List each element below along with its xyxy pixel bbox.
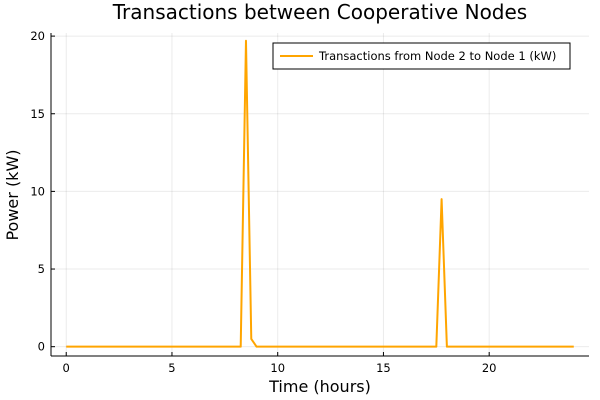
x-tick-label: 5 [168, 361, 175, 375]
series-line-0 [66, 39, 574, 348]
chart-title: Transactions between Cooperative Nodes [112, 0, 527, 24]
y-tick-label: 15 [30, 107, 45, 121]
x-tick-label: 10 [270, 361, 285, 375]
grid [51, 33, 589, 356]
y-tick-label: 0 [38, 340, 45, 354]
y-tick-label: 5 [38, 262, 45, 276]
y-axis-label: Power (kW) [3, 149, 22, 240]
y-tick-label: 10 [30, 184, 45, 198]
legend-box [272, 42, 571, 70]
x-tick-label: 0 [63, 361, 70, 375]
legend: Transactions from Node 2 to Node 1 (kW) [272, 42, 571, 70]
axes: 0 5 10 15 20 0 5 10 15 20 [30, 29, 589, 375]
x-tick-label: 15 [376, 361, 391, 375]
legend-label: Transactions from Node 2 to Node 1 (kW) [318, 49, 556, 63]
y-tick-label: 20 [30, 29, 45, 43]
series-layer [66, 39, 574, 348]
x-axis-label: Time (hours) [268, 377, 371, 396]
x-tick-label: 20 [482, 361, 497, 375]
